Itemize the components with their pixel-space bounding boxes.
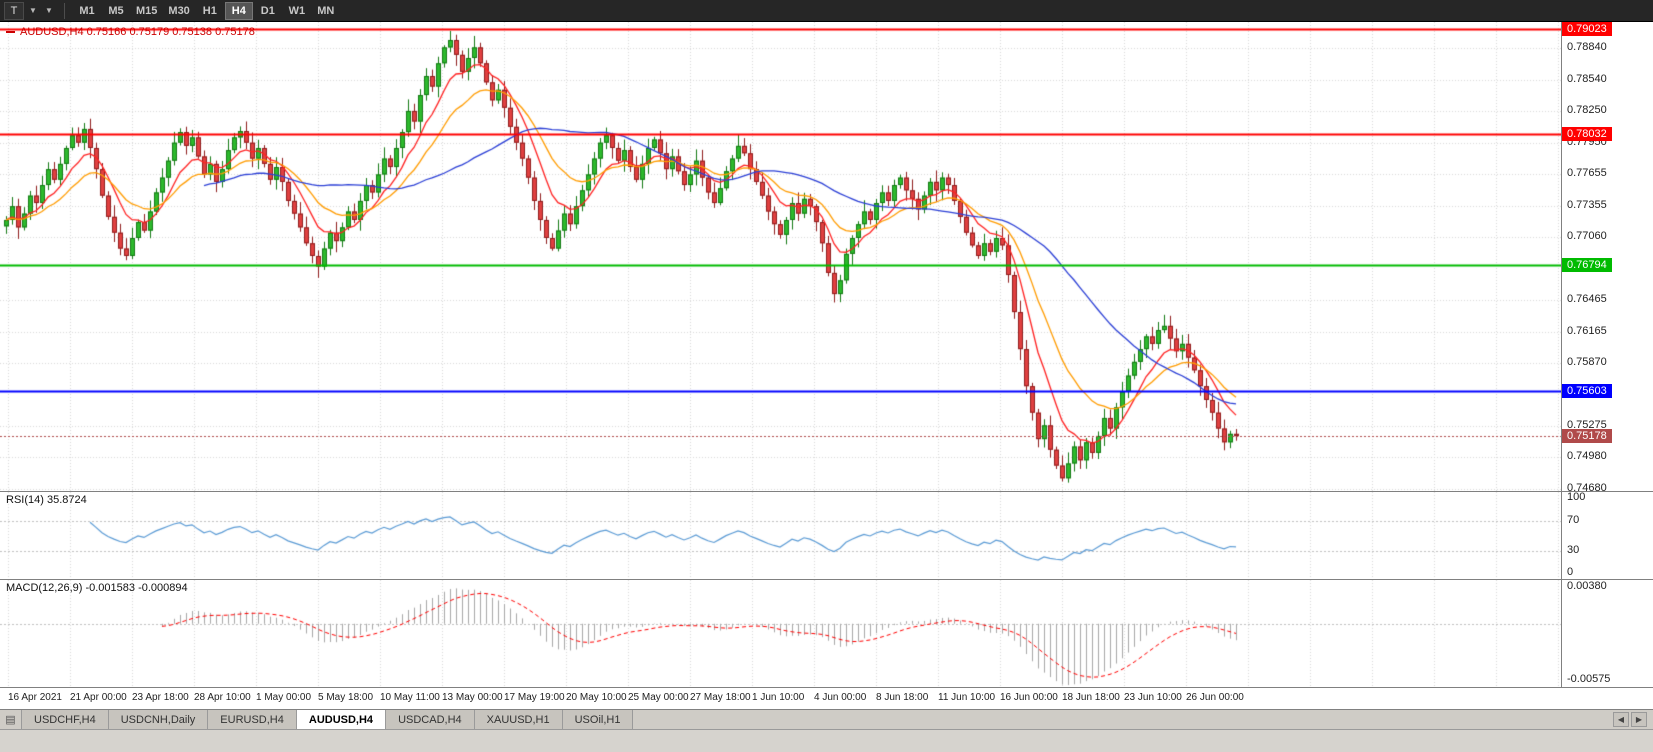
toolbar-separator <box>64 2 65 19</box>
chart-tab-usdchf[interactable]: USDCHF,H4 <box>22 710 109 729</box>
time-axis-label: 10 May 11:00 <box>380 692 440 703</box>
chart-tab-usdcnh[interactable]: USDCNH,Daily <box>108 710 209 729</box>
price-tick-label: 0.76465 <box>1567 293 1607 305</box>
time-axis[interactable]: 16 Apr 2021 21 Apr 00:00 23 Apr 18:00 28 Ap… <box>0 688 1653 710</box>
time-axis-label: 28 Apr 10:00 <box>194 692 251 703</box>
time-axis-label: 13 May 00:00 <box>442 692 503 703</box>
time-axis-label: 21 Apr 00:00 <box>70 692 127 703</box>
time-axis-label: 25 May 00:00 <box>628 692 689 703</box>
rsi-canvas[interactable] <box>0 492 1561 579</box>
template-button[interactable]: T <box>4 1 24 20</box>
price-tick-label: 0.77655 <box>1567 167 1607 179</box>
timeframe-h1-button[interactable]: H1 <box>196 2 224 20</box>
top-toolbar: T ▼ ▼ M1 M5 M15 M30 H1 H4 D1 W1 MN <box>0 0 1653 22</box>
time-axis-label: 27 May 18:00 <box>690 692 751 703</box>
macd-tick-label: 0.00380 <box>1567 580 1607 592</box>
price-tick-label: 0.74680 <box>1567 482 1607 494</box>
time-axis-label: 8 Jun 18:00 <box>876 692 929 703</box>
price-tick-label: 0.75870 <box>1567 356 1607 368</box>
level-label-support-2: 0.75603 <box>1562 384 1612 398</box>
tab-bar-chart-icon: ▤ <box>0 710 22 729</box>
price-axis[interactable]: 0.78840 0.78540 0.78250 0.77950 0.77655 0.773… <box>1561 22 1653 494</box>
timeframe-group: M1 M5 M15 M30 H1 H4 D1 W1 MN <box>73 1 340 20</box>
chart-title: AUDUSD,H4 0.75166 0.75179 0.75138 0.7517… <box>6 26 255 38</box>
chart-title-text: AUDUSD,H4 0.75166 0.75179 0.75138 0.7517… <box>20 26 255 38</box>
timeframe-m1-button[interactable]: M1 <box>73 2 101 20</box>
level-label-support-1: 0.76794 <box>1562 258 1612 272</box>
level-label-resistance-1: 0.79023 <box>1562 22 1612 36</box>
timeframe-m15-button[interactable]: M15 <box>131 2 162 20</box>
price-chart-canvas[interactable] <box>0 22 1561 491</box>
time-axis-label: 26 Jun 00:00 <box>1186 692 1244 703</box>
time-axis-label: 11 Jun 10:00 <box>938 692 996 703</box>
timeframe-mn-button[interactable]: MN <box>312 2 340 20</box>
time-axis-label: 20 May 10:00 <box>566 692 627 703</box>
rsi-tick-label: 70 <box>1567 514 1580 526</box>
time-axis-label: 23 Jun 10:00 <box>1124 692 1182 703</box>
series-marker-icon <box>6 31 15 33</box>
status-bar <box>0 730 1653 752</box>
macd-tick-label: -0.00575 <box>1567 673 1611 685</box>
chart-tab-usdcad[interactable]: USDCAD,H4 <box>386 710 475 729</box>
time-axis-label: 1 Jun 10:00 <box>752 692 805 703</box>
macd-canvas[interactable] <box>0 580 1561 687</box>
level-label-bid-price: 0.75178 <box>1562 429 1612 443</box>
rsi-axis[interactable]: 100 70 30 0 <box>1561 491 1653 579</box>
timeframe-w1-button[interactable]: W1 <box>283 2 311 20</box>
main-chart-panel: AUDUSD,H4 0.75166 0.75179 0.75138 0.7517… <box>0 22 1653 494</box>
timeframe-m30-button[interactable]: M30 <box>163 2 194 20</box>
price-tick-label: 0.77355 <box>1567 199 1607 211</box>
template-dropdown-icon[interactable]: ▼ <box>26 2 40 20</box>
price-tick-label: 0.78840 <box>1567 41 1607 53</box>
tab-list: USDCHF,H4 USDCNH,Daily EURUSD,H4 AUDUSD,H4 U… <box>22 710 634 729</box>
time-axis-label: 4 Jun 00:00 <box>814 692 867 703</box>
chart-type-dropdown-icon[interactable]: ▼ <box>42 2 56 20</box>
rsi-tick-label: 0 <box>1567 566 1574 578</box>
price-tick-label: 0.75275 <box>1567 419 1607 431</box>
tab-scrollers: ◀ ▶ <box>1613 710 1653 729</box>
rsi-tick-label: 100 <box>1567 491 1586 503</box>
rsi-panel: RSI(14) 35.8724 100 70 30 0 <box>0 491 1653 580</box>
chart-tab-xauusd[interactable]: XAUUSD,H1 <box>474 710 563 729</box>
timeframe-m5-button[interactable]: M5 <box>102 2 130 20</box>
price-tick-label: 0.76165 <box>1567 325 1607 337</box>
time-axis-label: 17 May 19:00 <box>504 692 565 703</box>
time-axis-label: 1 May 00:00 <box>256 692 312 703</box>
chart-tab-eurusd[interactable]: EURUSD,H4 <box>208 710 297 729</box>
time-axis-label: 5 May 18:00 <box>318 692 374 703</box>
price-tick-label: 0.78540 <box>1567 73 1607 85</box>
macd-label: MACD(12,26,9) -0.001583 -0.000894 <box>6 582 188 594</box>
rsi-tick-label: 30 <box>1567 544 1580 556</box>
chart-tab-audusd[interactable]: AUDUSD,H4 <box>296 710 387 729</box>
macd-panel: MACD(12,26,9) -0.001583 -0.000894 0.0038… <box>0 580 1653 688</box>
rsi-label: RSI(14) 35.8724 <box>6 494 87 506</box>
timeframe-d1-button[interactable]: D1 <box>254 2 282 20</box>
macd-axis[interactable]: 0.00380 -0.00575 <box>1561 580 1653 687</box>
tab-scroll-right-icon[interactable]: ▶ <box>1631 712 1647 727</box>
time-axis-label: 16 Apr 2021 <box>8 692 62 703</box>
price-tick-label: 0.77060 <box>1567 230 1607 242</box>
timeframe-h4-button[interactable]: H4 <box>224 1 253 20</box>
time-axis-label: 18 Jun 18:00 <box>1062 692 1120 703</box>
price-tick-label: 0.74980 <box>1567 450 1607 462</box>
chart-tab-usoil[interactable]: USOil,H1 <box>562 710 634 729</box>
time-axis-label: 23 Apr 18:00 <box>132 692 189 703</box>
time-axis-label: 16 Jun 00:00 <box>1000 692 1058 703</box>
price-tick-label: 0.78250 <box>1567 104 1607 116</box>
level-label-resistance-2: 0.78032 <box>1562 127 1612 141</box>
tab-scroll-left-icon[interactable]: ◀ <box>1613 712 1629 727</box>
chart-tab-bar: ▤ USDCHF,H4 USDCNH,Daily EURUSD,H4 AUDUSD,H… <box>0 710 1653 730</box>
